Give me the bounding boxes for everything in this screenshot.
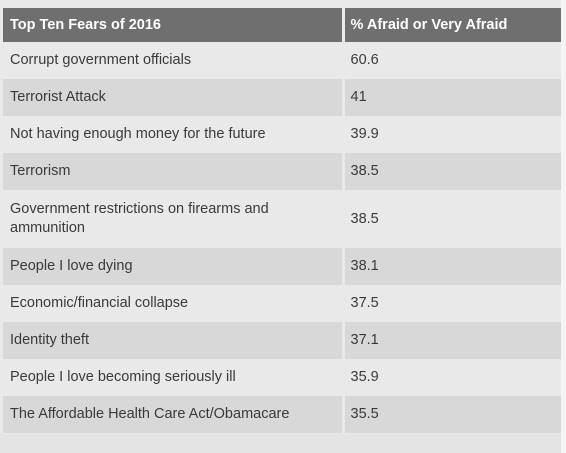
table-row: Economic/financial collapse 37.5 xyxy=(3,285,561,322)
table-body: Corrupt government officials 60.6 Terror… xyxy=(3,42,561,433)
table-row: People I love becoming seriously ill 35.… xyxy=(3,359,561,396)
table-row: Terrorist Attack 41 xyxy=(3,79,561,116)
table-row: Corrupt government officials 60.6 xyxy=(3,42,561,79)
fear-cell: Terrorist Attack xyxy=(3,79,343,116)
table-row: Identity theft 37.1 xyxy=(3,322,561,359)
table-row: Government restrictions on firearms and … xyxy=(3,190,561,248)
fears-table: Top Ten Fears of 2016 % Afraid or Very A… xyxy=(3,8,561,433)
percent-cell: 37.1 xyxy=(341,322,561,359)
fear-cell: Terrorism xyxy=(3,153,343,190)
fear-cell: Corrupt government officials xyxy=(3,42,343,79)
fear-cell: Economic/financial collapse xyxy=(3,285,343,322)
header-row: Top Ten Fears of 2016 % Afraid or Very A… xyxy=(3,8,561,42)
column-header-fear: Top Ten Fears of 2016 xyxy=(3,8,343,42)
percent-cell: 35.5 xyxy=(341,396,561,433)
fear-cell: People I love becoming seriously ill xyxy=(3,359,343,396)
table-footer-strip xyxy=(0,434,561,453)
percent-cell: 35.9 xyxy=(341,359,561,396)
table-row: People I love dying 38.1 xyxy=(3,248,561,285)
table-row: Terrorism 38.5 xyxy=(3,153,561,190)
percent-cell: 38.5 xyxy=(341,190,561,248)
right-margin xyxy=(561,0,566,453)
table-row: The Affordable Health Care Act/Obamacare… xyxy=(3,396,561,433)
fear-cell: Identity theft xyxy=(3,322,343,359)
percent-cell: 37.5 xyxy=(341,285,561,322)
fear-cell: Not having enough money for the future xyxy=(3,116,343,153)
table-header: Top Ten Fears of 2016 % Afraid or Very A… xyxy=(3,8,561,42)
fear-cell: The Affordable Health Care Act/Obamacare xyxy=(3,396,343,433)
percent-cell: 39.9 xyxy=(341,116,561,153)
percent-cell: 38.5 xyxy=(341,153,561,190)
percent-cell: 38.1 xyxy=(341,248,561,285)
percent-cell: 41 xyxy=(341,79,561,116)
fear-cell: Government restrictions on firearms and … xyxy=(3,190,343,248)
column-header-percent: % Afraid or Very Afraid xyxy=(341,8,561,42)
table-row: Not having enough money for the future 3… xyxy=(3,116,561,153)
fear-cell: People I love dying xyxy=(3,248,343,285)
percent-cell: 60.6 xyxy=(341,42,561,79)
